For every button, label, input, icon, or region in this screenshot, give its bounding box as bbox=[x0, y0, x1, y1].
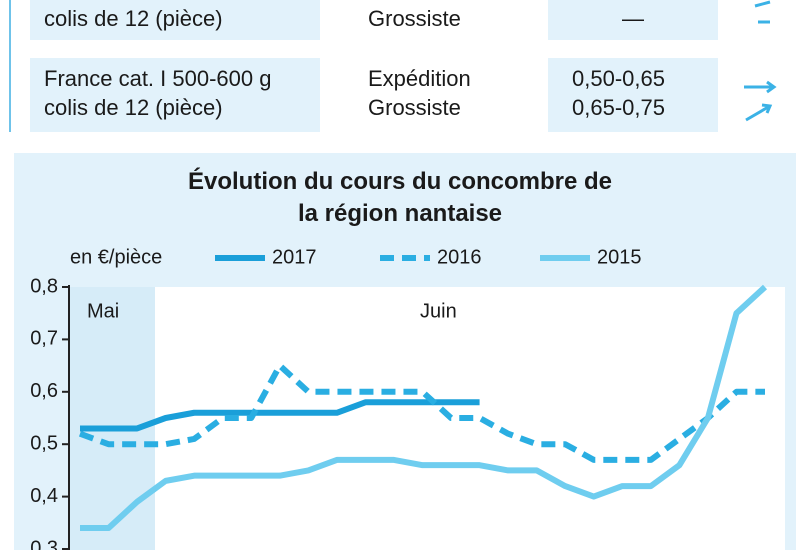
y-tick-label: 0,4 bbox=[30, 485, 58, 507]
y-axis-label: en €/pièce bbox=[70, 246, 162, 268]
chart-title: Évolution du cours du concombre de la ré… bbox=[187, 168, 613, 227]
series-line bbox=[80, 399, 480, 432]
y-tick-label: 0,8 bbox=[30, 275, 58, 297]
y-tick-label: 0,7 bbox=[30, 328, 58, 350]
series-line bbox=[78, 362, 765, 463]
series-line bbox=[80, 284, 768, 532]
legend-label: 2016 bbox=[437, 246, 482, 268]
arrow bbox=[744, 80, 777, 94]
price-line: 0,50-0,65 bbox=[572, 66, 665, 91]
product-cell: colis de 12 (pièce) bbox=[30, 0, 320, 40]
arrow bbox=[754, 0, 771, 8]
product-cell: France cat. I 500-600 g colis de 12 (piè… bbox=[30, 58, 320, 132]
annotation: Juin bbox=[420, 300, 457, 322]
trend-arrows bbox=[744, 0, 777, 122]
month-band bbox=[70, 287, 155, 550]
arrow bbox=[745, 103, 773, 122]
legend-label: 2017 bbox=[272, 246, 317, 268]
stage-line: Grossiste bbox=[368, 6, 461, 31]
legend-label: 2015 bbox=[597, 246, 642, 268]
stage-line: Expédition bbox=[368, 66, 471, 91]
product-line: France cat. I 500-600 g bbox=[44, 66, 272, 91]
price-cell: — bbox=[548, 0, 718, 40]
y-tick-label: 0,5 bbox=[30, 432, 58, 454]
stage-cell: Expédition Grossiste bbox=[368, 58, 538, 132]
price-cell: 0,50-0,65 0,65-0,75 bbox=[548, 58, 718, 132]
y-tick-label: 0,6 bbox=[30, 380, 58, 402]
annotation: Mai bbox=[87, 300, 119, 322]
plot-area bbox=[70, 287, 785, 550]
stage-cell: Grossiste bbox=[368, 0, 538, 40]
price-line: 0,65-0,75 bbox=[572, 95, 665, 120]
y-tick-label: 0,3 bbox=[30, 537, 58, 550]
table-left-rule bbox=[9, 0, 11, 132]
stage-line: Grossiste bbox=[368, 95, 461, 120]
price-line: — bbox=[622, 6, 644, 31]
product-line: colis de 12 (pièce) bbox=[44, 6, 223, 31]
product-line: colis de 12 (pièce) bbox=[44, 95, 223, 120]
